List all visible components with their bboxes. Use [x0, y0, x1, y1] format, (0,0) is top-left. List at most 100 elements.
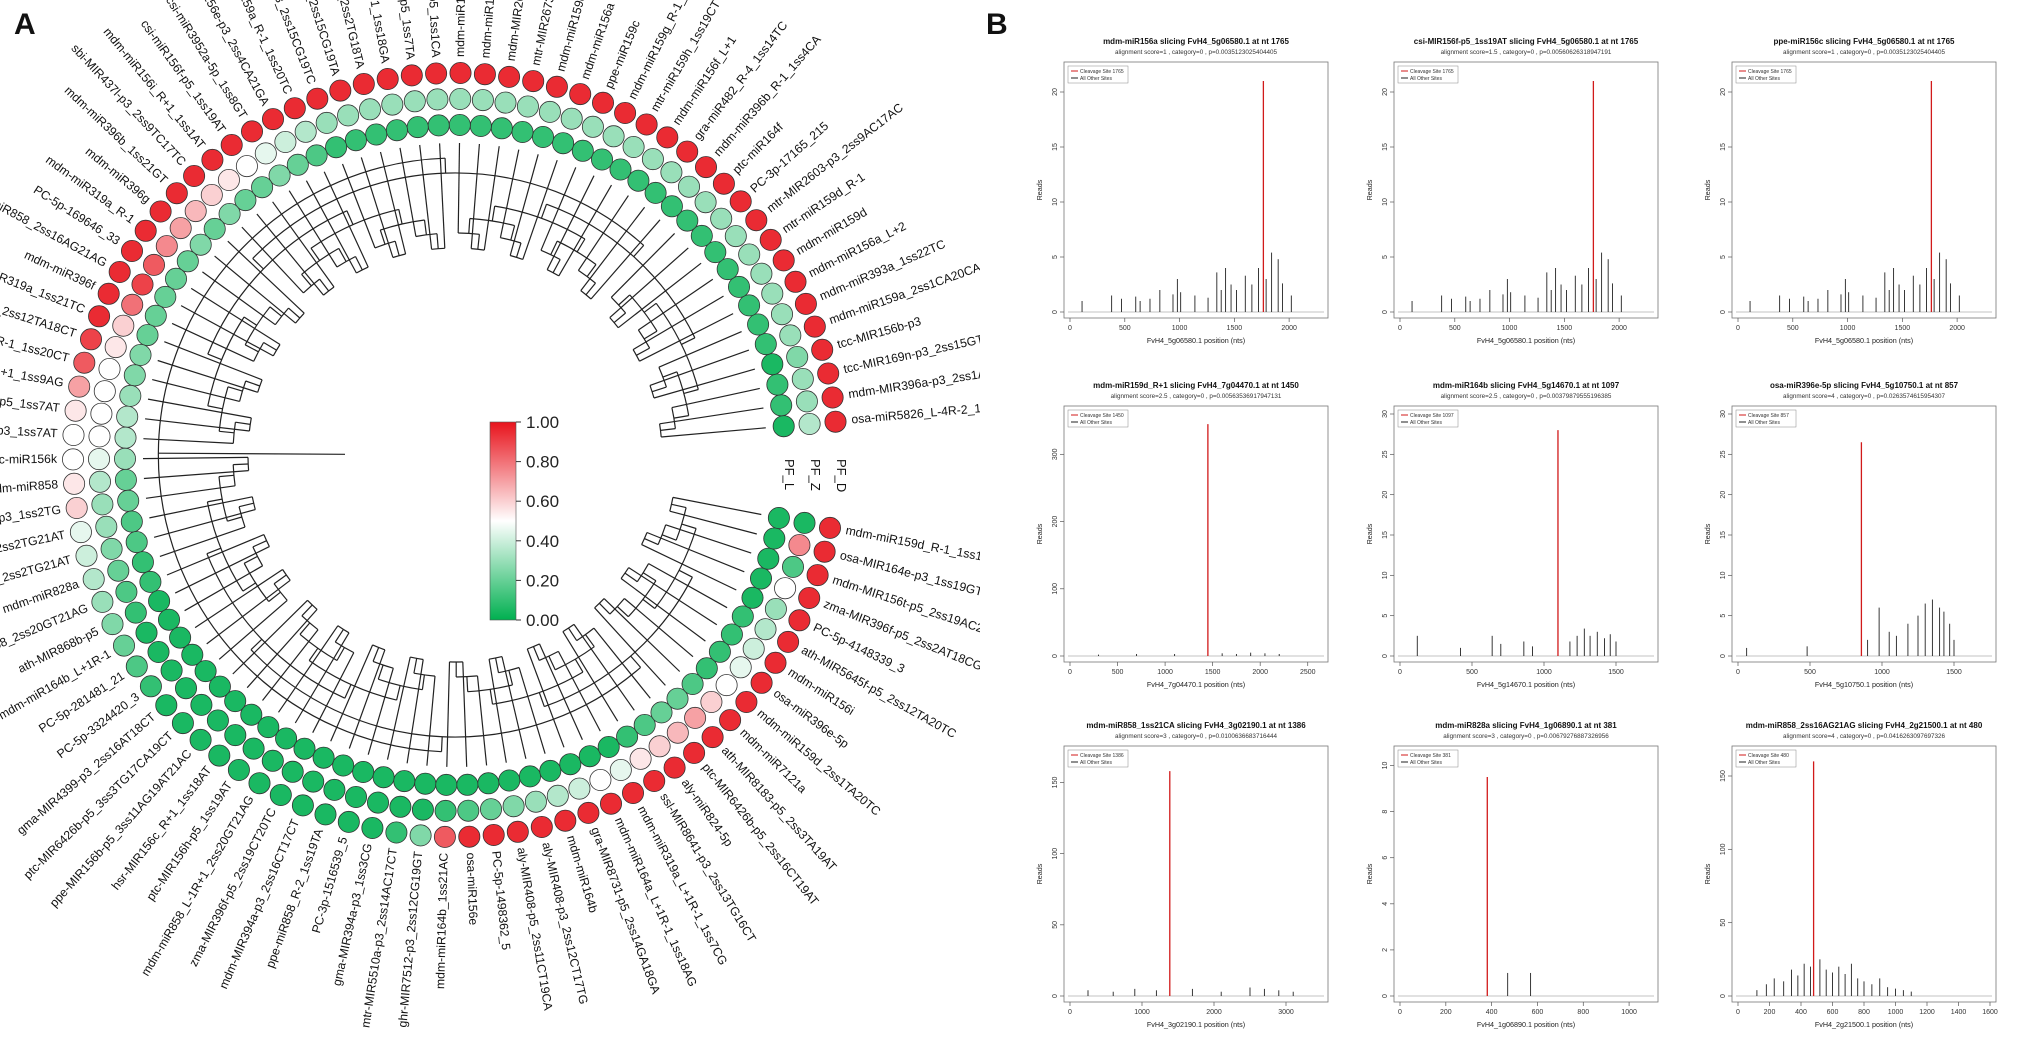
plot-title: mdm-miR156a slicing FvH4_5g06580.1 at nt…: [1103, 37, 1289, 46]
tree-branch: [301, 274, 312, 287]
y-tick-label: 25: [1382, 450, 1389, 458]
x-tick-label: 0: [1068, 669, 1072, 676]
legend-tick-label: 1.00: [526, 413, 559, 432]
tree-branch: [159, 526, 246, 557]
legend-entry: Cleavage Site 1450: [1080, 413, 1124, 419]
tree-arc: [676, 371, 690, 416]
heat-cell: [112, 314, 135, 337]
tree-branch: [319, 278, 330, 292]
row-label: bdi-MIR156d-p5_1ss1CA: [422, 0, 443, 59]
y-tick-label: 6: [1382, 856, 1389, 860]
heat-cell: [108, 260, 131, 283]
heat-cell: [385, 821, 408, 844]
heat-cell: [64, 399, 87, 422]
heat-cell: [281, 760, 304, 783]
heat-cell: [777, 630, 800, 653]
heat-cell: [597, 736, 620, 759]
x-axis-label: FvH4_1g06890.1 position (nts): [1477, 1020, 1575, 1029]
heat-cell: [522, 70, 545, 93]
tree-branch: [509, 154, 539, 256]
tree-branch: [653, 368, 756, 399]
heat-cell: [712, 172, 735, 195]
heat-cell: [315, 111, 338, 134]
tree-branch: [214, 255, 296, 324]
heat-cell: [184, 200, 207, 223]
x-tick-label: 600: [1532, 1009, 1544, 1016]
heat-cell: [115, 580, 138, 603]
tree-branch: [488, 659, 507, 763]
y-tick-label: 100: [1052, 848, 1059, 860]
heat-cell: [771, 303, 794, 326]
heat-cell: [314, 803, 337, 826]
tree-arc: [492, 671, 584, 705]
heat-cell: [794, 292, 817, 315]
heat-cell: [772, 249, 795, 272]
tree-branch: [308, 647, 319, 661]
tree-arc: [380, 219, 425, 231]
tree-branch: [164, 341, 263, 381]
x-tick-label: 1000: [1134, 1009, 1150, 1016]
x-tick-label: 1000: [1536, 669, 1552, 676]
x-axis-label: FvH4_5g06580.1 position (nts): [1815, 336, 1913, 345]
tree-branch: [252, 540, 267, 548]
tree-arc: [218, 476, 228, 522]
x-tick-label: 500: [1112, 669, 1124, 676]
x-tick-label: 1000: [1172, 325, 1188, 332]
tree-branch: [227, 386, 243, 392]
heat-cell: [261, 749, 284, 772]
heat-cell: [224, 690, 247, 713]
heat-cell: [240, 703, 263, 726]
heat-cell: [479, 798, 502, 821]
tree-branch: [386, 656, 411, 760]
tree-branch: [683, 388, 699, 394]
y-tick-label: 10: [1720, 198, 1727, 206]
heat-cell: [119, 384, 142, 407]
heat-cell: [160, 659, 183, 682]
heat-cell: [457, 799, 480, 822]
heat-cell: [754, 618, 777, 641]
heat-cell: [123, 364, 146, 387]
x-tick-label: 1000: [1888, 1009, 1904, 1016]
tree-branch: [344, 684, 352, 699]
heat-cell: [114, 468, 137, 491]
heat-cell: [708, 640, 731, 663]
legend-tick-label: 0.60: [526, 492, 559, 511]
heat-cell: [93, 380, 116, 403]
tree-branch: [166, 534, 265, 576]
heat-cell: [750, 262, 773, 285]
heat-cell: [235, 155, 258, 178]
x-tick-label: 2000: [1949, 325, 1965, 332]
legend-entry: Cleavage Site 1097: [1410, 413, 1454, 419]
legend-tick-label: 0.20: [526, 571, 559, 590]
y-axis-label: Reads: [1703, 179, 1712, 200]
heat-cell: [125, 531, 148, 554]
heat-cell: [742, 637, 765, 660]
cleavage-plot: csi-MIR156f-p5_1ss19AT slicing FvH4_5g06…: [1365, 37, 1659, 345]
tree-branch: [660, 428, 676, 431]
x-tick-label: 500: [1449, 325, 1461, 332]
tree-branch: [671, 503, 687, 509]
heat-cell: [208, 744, 231, 767]
tree-branch: [294, 632, 350, 724]
legend-entry: All Other Sites: [1748, 760, 1780, 766]
plot-subtitle: alignment score=4 , category=0 , p=0.041…: [1783, 733, 1945, 740]
tree-arc: [272, 344, 281, 357]
legend-entry: Cleavage Site 1765: [1080, 69, 1124, 75]
x-tick-label: 2000: [1206, 1009, 1222, 1016]
color-legend: 1.00 0.80 0.60 0.40 0.20 0.00: [489, 413, 559, 630]
heat-cell: [683, 741, 706, 764]
plot-title: mdm-miR858_1ss21CA slicing FvH4_3g02190.…: [1086, 721, 1306, 730]
heat-cell: [519, 765, 542, 788]
plot-title: mdm-miR164b slicing FvH4_5g14670.1 at nt…: [1433, 381, 1620, 390]
tree-branch: [310, 247, 321, 261]
tree-branch: [476, 675, 488, 766]
tree-branch: [379, 229, 386, 245]
heat-cell: [738, 243, 761, 266]
plot-title: osa-miR396e-5p slicing FvH4_5g10750.1 at…: [1770, 381, 1959, 390]
heat-cell: [88, 425, 111, 448]
tree-branch: [538, 692, 545, 707]
heat-cell: [224, 724, 247, 747]
tree-branch: [548, 655, 556, 671]
tree-branch: [483, 146, 500, 251]
